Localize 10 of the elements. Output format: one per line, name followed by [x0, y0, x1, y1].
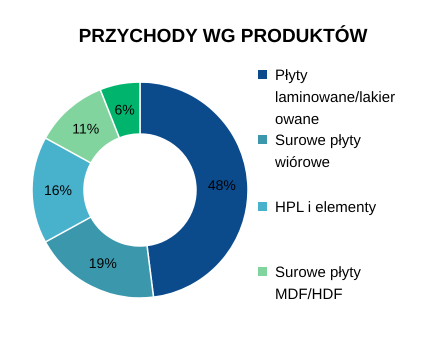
legend-label: HPL i elementy	[275, 198, 377, 216]
legend-label: Płyty laminowane/lakierowane	[275, 66, 396, 128]
data-label: 11%	[72, 120, 100, 136]
legend-label: Surowe płyty MDF/HDF	[275, 264, 362, 302]
data-label: 19%	[88, 255, 117, 272]
legend-label: Surowe płyty wiórowe	[274, 132, 362, 170]
data-label: 6%	[114, 101, 135, 118]
data-label: 16%	[44, 182, 72, 198]
data-label: 48%	[208, 176, 236, 193]
chart-title: PRZYCHODY WG PRODUKTÓW	[78, 25, 368, 47]
